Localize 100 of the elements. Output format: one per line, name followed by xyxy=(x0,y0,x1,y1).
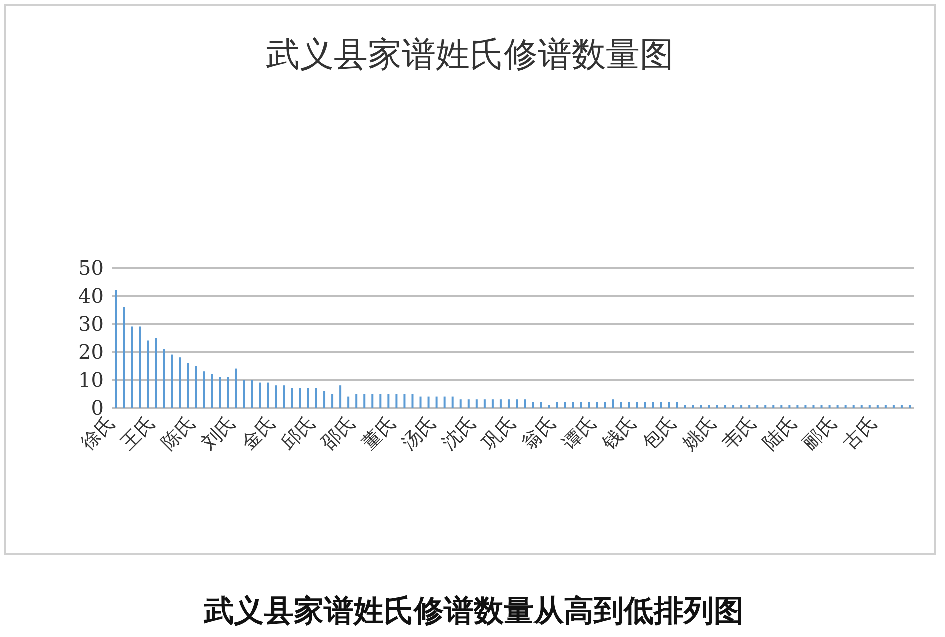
bar xyxy=(772,405,775,408)
bar xyxy=(139,326,142,408)
bar xyxy=(460,400,462,408)
bar xyxy=(644,402,646,408)
bar xyxy=(652,402,654,408)
bar xyxy=(764,405,767,408)
bar xyxy=(892,405,895,408)
x-tick-label: 翁氏 xyxy=(518,412,561,454)
y-tick-label: 40 xyxy=(78,284,104,308)
bar xyxy=(348,396,350,408)
bar xyxy=(564,402,566,408)
bar xyxy=(251,380,254,408)
bar xyxy=(724,405,727,408)
bar xyxy=(900,405,903,408)
bar xyxy=(604,402,606,408)
bar xyxy=(596,402,598,408)
bar xyxy=(908,405,911,408)
bar xyxy=(412,394,414,408)
bar xyxy=(532,402,534,408)
bar xyxy=(147,340,150,408)
bar xyxy=(516,400,518,408)
bar xyxy=(340,386,342,408)
bar xyxy=(420,396,422,408)
bar xyxy=(275,386,278,408)
bar xyxy=(820,405,823,408)
bar xyxy=(636,402,638,408)
bar xyxy=(444,396,446,408)
bar xyxy=(291,388,294,408)
bar xyxy=(227,377,230,408)
bar xyxy=(780,405,783,408)
x-tick-label: 刘氏 xyxy=(197,412,240,454)
bar xyxy=(812,405,815,408)
text: 武义县家谱姓氏修谱数量从高到低排列图 xyxy=(202,593,745,631)
bar xyxy=(219,377,222,408)
bar xyxy=(500,400,502,408)
x-tick-label: 金氏 xyxy=(238,412,280,454)
bar xyxy=(580,402,582,408)
bar xyxy=(388,394,390,408)
bar xyxy=(452,396,454,408)
bar xyxy=(179,358,182,408)
bar xyxy=(836,405,839,408)
bar xyxy=(492,400,494,408)
bar xyxy=(115,290,117,408)
bar xyxy=(372,394,374,408)
x-tick-label: 汤氏 xyxy=(398,412,440,454)
y-tick-label: 50 xyxy=(78,256,104,280)
x-tick-label: 邱氏 xyxy=(278,412,320,454)
bar xyxy=(684,405,686,408)
bar xyxy=(171,354,174,408)
x-tick-label: 郦氏 xyxy=(798,412,842,454)
x-tick-label: 巩氏 xyxy=(478,412,521,454)
bar xyxy=(316,388,318,408)
bar xyxy=(307,388,310,408)
bar xyxy=(572,402,574,408)
bar xyxy=(195,366,198,408)
bar xyxy=(804,405,807,408)
bar xyxy=(356,394,358,408)
bar xyxy=(524,400,526,408)
bar xyxy=(732,405,735,408)
y-tick-label: 30 xyxy=(78,312,104,336)
bar xyxy=(628,402,630,408)
bar xyxy=(588,402,590,408)
bar xyxy=(131,326,134,408)
bar xyxy=(163,349,166,408)
bar xyxy=(676,402,678,408)
x-tick-label: 姚氏 xyxy=(678,412,722,454)
x-tick-label: 邵氏 xyxy=(318,412,360,454)
y-tick-label: 20 xyxy=(78,340,104,364)
y-tick-label: 10 xyxy=(78,368,104,392)
bar xyxy=(155,338,158,408)
x-tick-label: 韦氏 xyxy=(718,412,762,454)
x-tick-label: 包氏 xyxy=(638,412,681,454)
x-tick-label: 古氏 xyxy=(839,412,882,454)
bar xyxy=(404,394,406,408)
bar xyxy=(211,374,214,408)
bar xyxy=(283,386,286,408)
bar xyxy=(364,394,366,408)
x-tick-label: 王氏 xyxy=(117,412,160,454)
bar xyxy=(796,405,799,408)
bar xyxy=(484,400,486,408)
bar xyxy=(468,400,470,408)
bar xyxy=(123,307,126,408)
bar xyxy=(540,402,542,408)
bar xyxy=(476,400,478,408)
bar xyxy=(700,405,702,408)
x-tick-label: 陆氏 xyxy=(758,412,802,454)
bar xyxy=(716,405,718,408)
bar xyxy=(324,391,326,408)
bar xyxy=(868,405,871,408)
bar xyxy=(332,394,334,408)
bar xyxy=(740,405,743,408)
bar xyxy=(187,363,190,408)
bar xyxy=(692,405,694,408)
bar xyxy=(748,405,751,408)
bar xyxy=(660,402,662,408)
bar xyxy=(548,405,550,408)
bar xyxy=(299,388,302,408)
bar xyxy=(884,405,887,408)
bar xyxy=(788,405,791,408)
bar xyxy=(852,405,855,408)
